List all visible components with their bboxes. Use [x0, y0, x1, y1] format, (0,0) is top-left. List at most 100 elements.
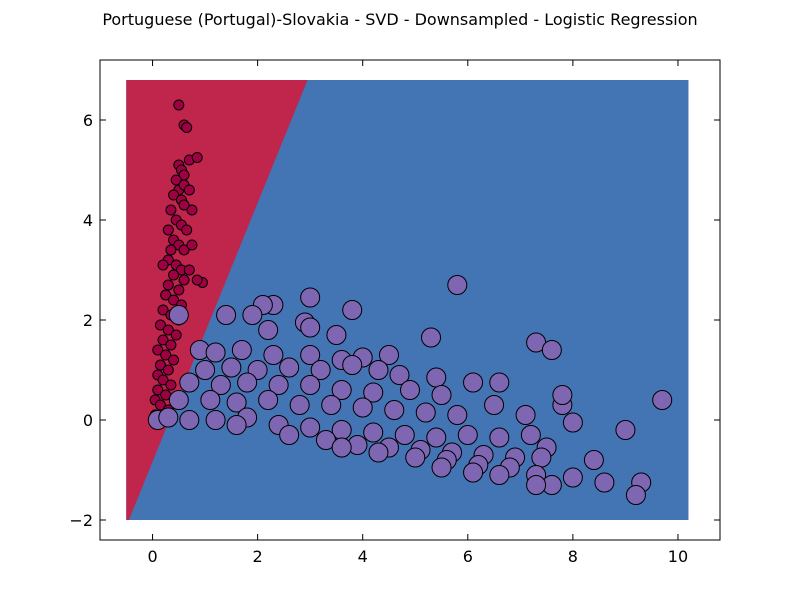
series-1-point [300, 375, 321, 395]
x-tick-label: 0 [147, 547, 157, 566]
series-1-point [300, 345, 321, 365]
series-1-point [652, 390, 673, 410]
series-0-point [168, 269, 180, 281]
series-1-point [226, 415, 247, 435]
series-1-point [405, 447, 426, 468]
series-1-point [447, 405, 468, 425]
series-1-point [447, 275, 468, 295]
series-1-point [210, 375, 231, 395]
y-tick-label: −2 [69, 511, 93, 530]
series-0-point [165, 204, 177, 216]
series-1-point [331, 437, 352, 458]
series-1-point [463, 462, 484, 483]
series-1-point [384, 400, 405, 420]
series-1-point [389, 365, 410, 385]
series-1-point [431, 385, 452, 405]
series-1-point [195, 360, 216, 380]
series-1-point [258, 320, 279, 340]
series-1-point [279, 357, 300, 378]
series-0-point [165, 379, 177, 391]
series-1-point [562, 412, 583, 433]
series-1-point [426, 367, 447, 388]
series-0-point [173, 99, 185, 111]
series-0-point [165, 244, 177, 256]
y-tick-label: 6 [83, 111, 93, 130]
series-1-point [515, 405, 536, 425]
series-1-point [179, 372, 200, 393]
series-1-point [310, 360, 331, 380]
series-1-point [200, 390, 221, 410]
series-1-point [520, 425, 541, 445]
series-1-point [415, 402, 436, 423]
series-1-point [562, 467, 583, 488]
y-axis: −2 0 2 4 6 [69, 111, 720, 530]
series-1-point [368, 442, 389, 463]
series-1-point [552, 385, 573, 405]
series-1-point [421, 327, 442, 348]
series-1-point [158, 407, 179, 428]
series-0-point [168, 354, 180, 366]
series-0-point [178, 244, 190, 256]
series-1-point [378, 345, 399, 365]
series-0-point [173, 284, 185, 296]
series-1-point [205, 342, 226, 363]
series-1-point [342, 300, 363, 320]
plot-frame [99, 59, 721, 541]
series-1-point [168, 390, 189, 410]
x-tick-label: 10 [668, 547, 688, 566]
series-0-point [157, 304, 169, 316]
series-1-point [394, 425, 415, 445]
series-1-point [484, 395, 505, 415]
series-0-point [168, 294, 180, 306]
series-1-point [541, 340, 562, 360]
series-0-point [186, 239, 198, 251]
y-tick-label: 2 [83, 311, 93, 330]
series-1-point [263, 345, 284, 365]
series-1-point [526, 475, 547, 495]
y-tick-label: 0 [83, 411, 93, 430]
series-1-point [179, 410, 200, 430]
series-1-point [300, 317, 321, 338]
series-1-point [363, 422, 384, 443]
series-0-point [157, 259, 169, 271]
series-0-point [168, 189, 180, 201]
series-0-point [162, 224, 174, 236]
series-0-point [165, 339, 177, 351]
series-1-point [531, 447, 552, 468]
series-1-point [368, 360, 389, 380]
series-0-point [162, 324, 174, 336]
series-0-point [186, 204, 198, 216]
series-0-point [157, 374, 169, 386]
series-0-point [170, 174, 182, 186]
series-0-point [152, 344, 164, 356]
series-0-point [154, 359, 166, 371]
series-1-point [489, 372, 510, 393]
series-0-point [154, 399, 166, 411]
series-0-point [162, 364, 174, 376]
x-tick-label: 4 [358, 547, 368, 566]
series-1-point [489, 465, 510, 485]
series-1-point [226, 392, 247, 413]
chart-title: Portuguese (Portugal)-Slovakia - SVD - D… [102, 10, 697, 29]
series-0-point [181, 224, 193, 236]
series-0-point [191, 152, 203, 163]
series-1-point [242, 305, 263, 325]
series-1-point [300, 287, 321, 308]
series-1-point [615, 420, 636, 440]
series-0-point [160, 289, 172, 301]
series-1-point [331, 380, 352, 400]
series-1-point [363, 382, 384, 403]
series-1-point [205, 410, 226, 430]
series-1-point [326, 325, 347, 345]
series-1-point [300, 417, 321, 438]
series-1-point [594, 472, 615, 493]
series-1-point [342, 355, 363, 375]
series-0-point [162, 279, 174, 291]
series-1-point [221, 357, 242, 378]
series-1-point [237, 372, 258, 393]
series-0-point [152, 384, 164, 396]
series-0-point [178, 199, 190, 211]
series-0-point [183, 184, 195, 196]
series-1-point [216, 305, 237, 325]
